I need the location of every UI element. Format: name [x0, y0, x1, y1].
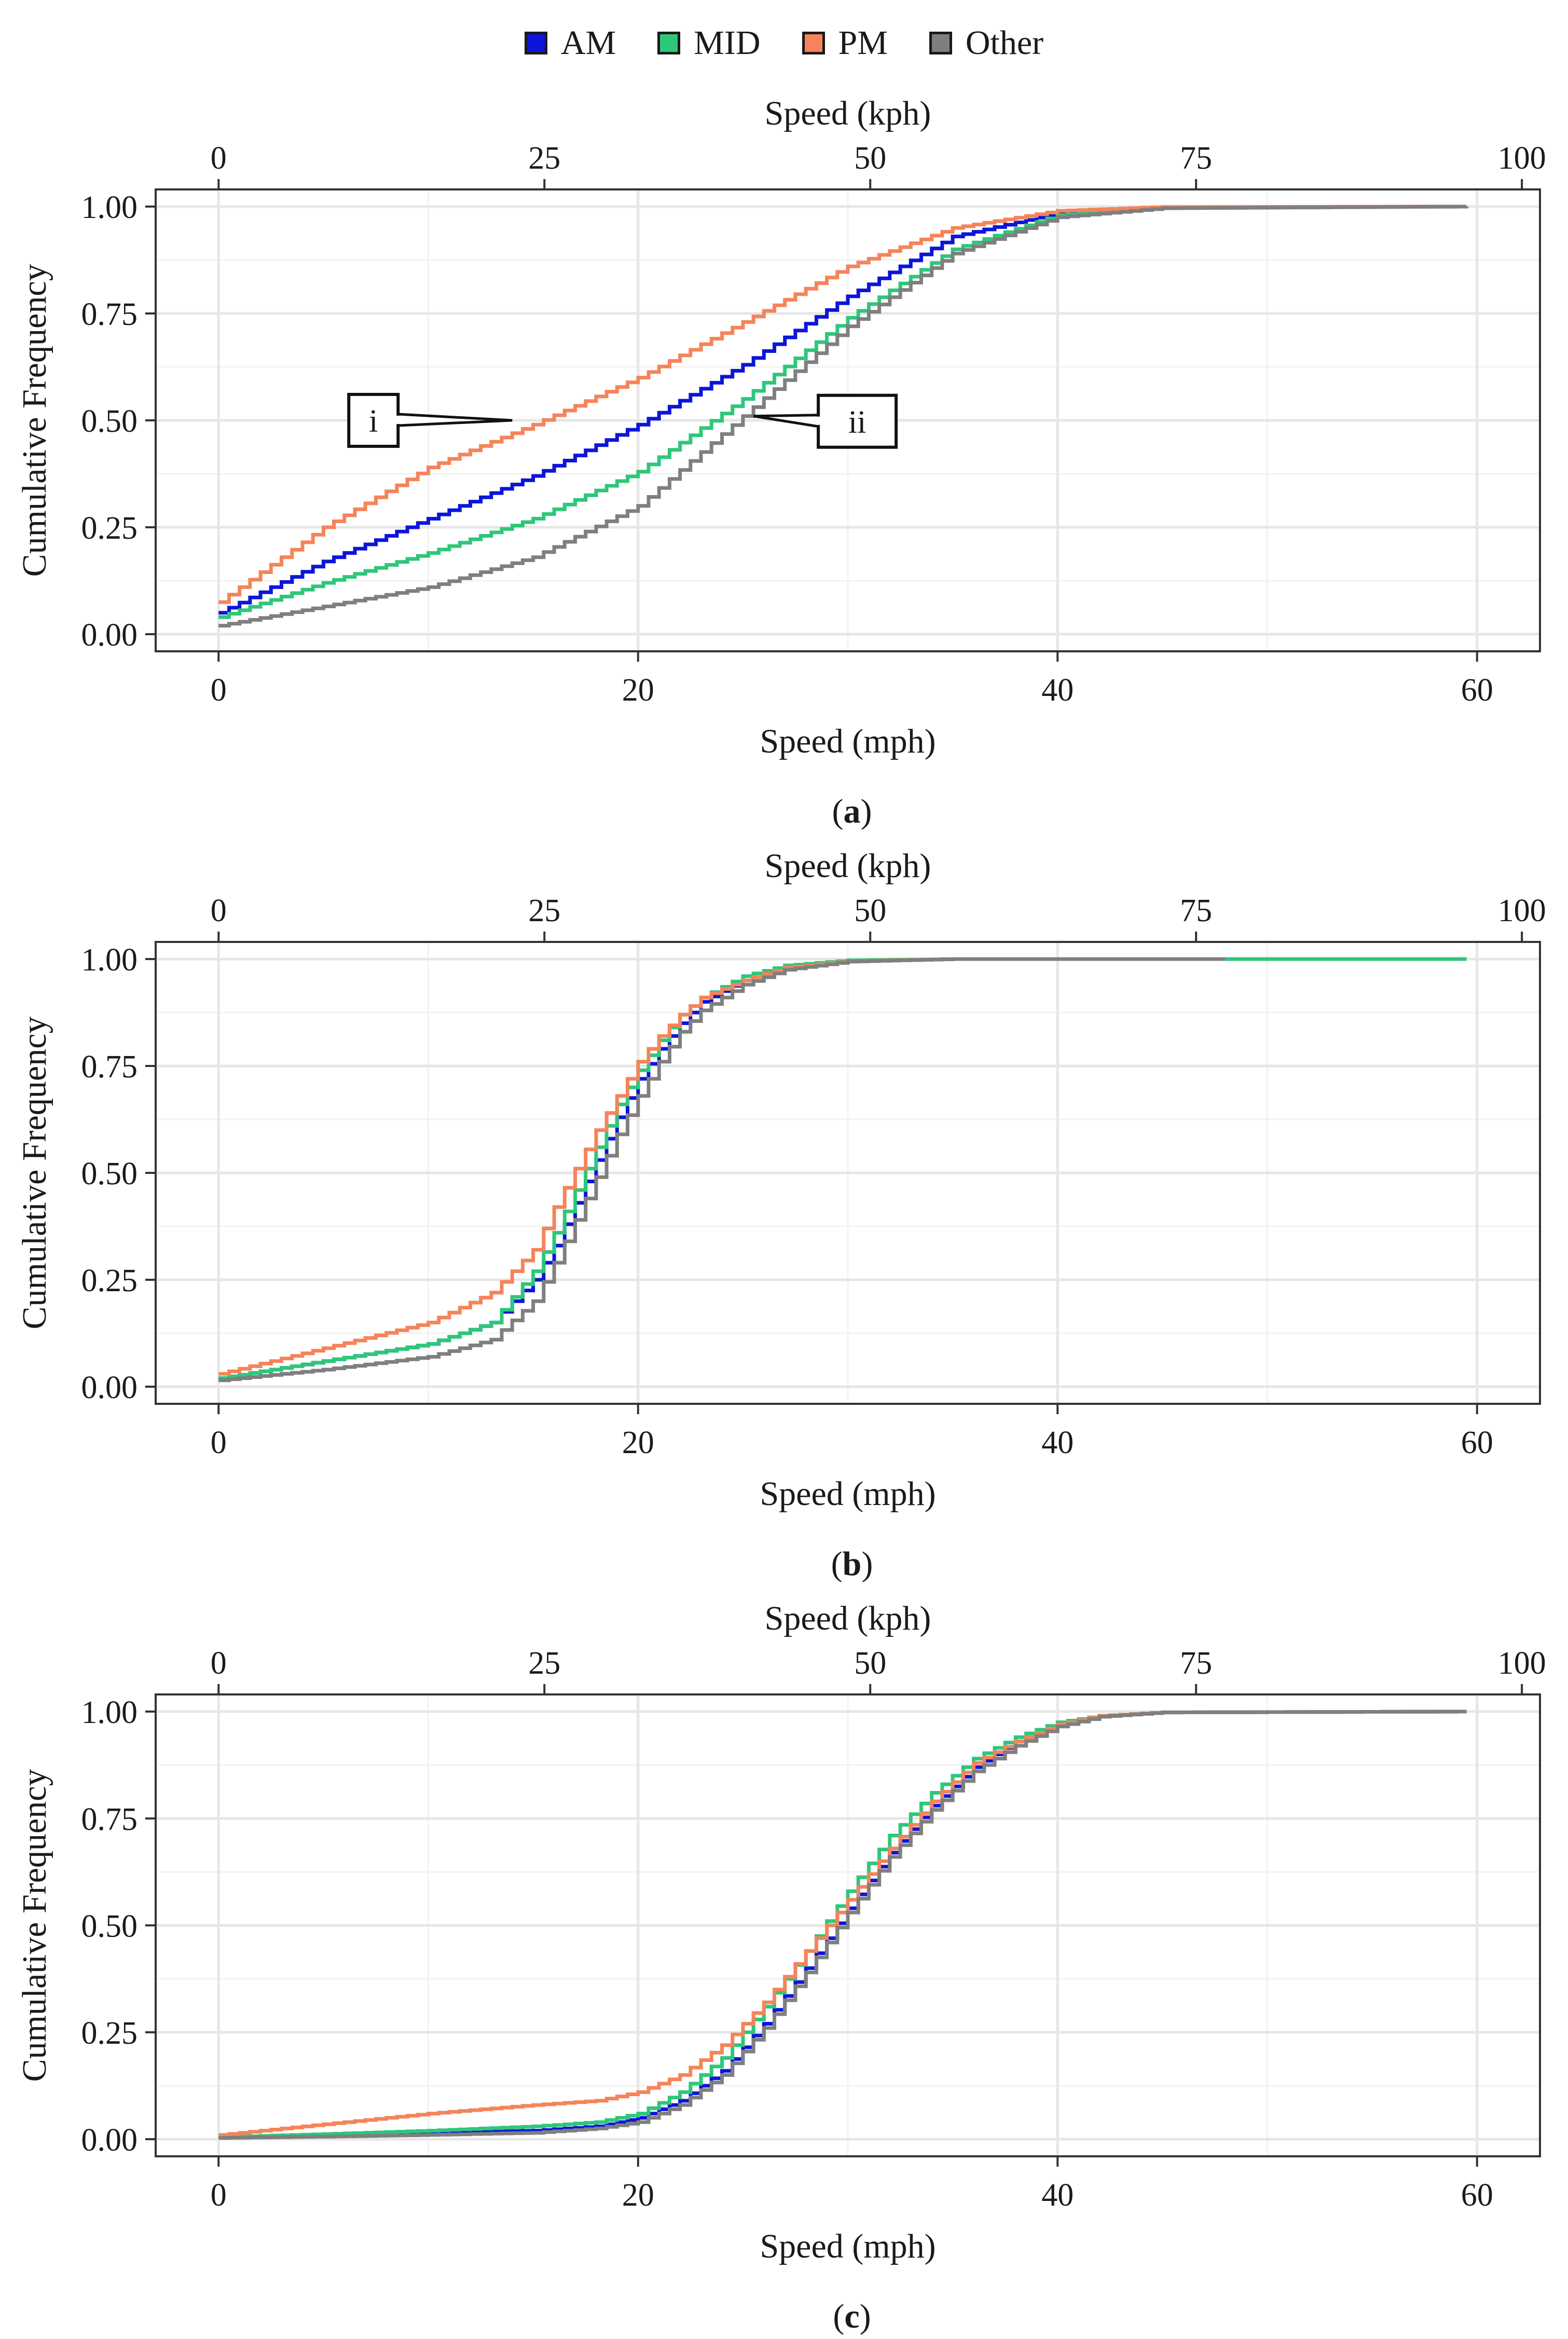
panel-caption: (c): [833, 2297, 871, 2335]
callout-label: ii: [848, 405, 866, 440]
chart-panel-c: 0 20 40 60 0.00 0.25 0.50 0.75 1.00 0 25 50 75 100 Spe…: [16, 1599, 1546, 2335]
x2-tick-label: 25: [528, 893, 560, 928]
legend-label-am: AM: [560, 24, 616, 62]
x2-tick-label: 75: [1180, 893, 1212, 928]
x2-tick-label: 100: [1498, 1646, 1546, 1681]
x-axis-title: Speed (mph): [760, 1475, 936, 1513]
legend-key-am: [524, 32, 547, 54]
x2-tick-label: 0: [211, 141, 227, 176]
caption-paren: ): [861, 792, 872, 830]
legend-label-mid: MID: [694, 24, 761, 62]
x-tick-label: 60: [1461, 1425, 1493, 1460]
y-axis-title: Cumulative Frequency: [16, 264, 53, 577]
legend-item-mid: MID: [657, 24, 761, 62]
y-tick-label: 0.50: [81, 404, 138, 439]
y-axis-title: Cumulative Frequency: [16, 1769, 53, 2082]
y-tick-label: 0.25: [81, 2016, 138, 2051]
legend-item-other: Other: [929, 26, 1043, 60]
x-tick-label: 40: [1041, 673, 1074, 708]
y-axis-title: Cumulative Frequency: [16, 1016, 53, 1329]
x-tick-label: 0: [211, 1425, 227, 1460]
y-tick-label: 1.00: [81, 1695, 138, 1730]
legend: AM MID PM Other: [0, 15, 1568, 72]
legend-label-pm: PM: [838, 24, 888, 62]
x-axis-title: Speed (mph): [760, 2227, 936, 2265]
legend-key-mid: [657, 32, 681, 54]
y-tick-label: 0.75: [81, 297, 138, 332]
callout-box: [347, 393, 400, 448]
caption-paren: (: [832, 792, 844, 830]
x-tick-label: 20: [622, 1425, 654, 1460]
x2-tick-label: 50: [854, 893, 886, 928]
x-tick-label: 60: [1461, 673, 1493, 708]
y-tick-label: 0.25: [81, 511, 138, 546]
x-axis-title: Speed (mph): [760, 722, 936, 760]
legend-key-other: [929, 32, 952, 54]
y-tick-label: 1.00: [81, 190, 138, 225]
caption-letter: c: [844, 2297, 859, 2335]
caption-letter: a: [844, 792, 861, 830]
x2-tick-label: 100: [1498, 141, 1546, 176]
y-tick-label: 0.75: [81, 1802, 138, 1837]
y-tick-label: 0.00: [81, 618, 138, 653]
series-line-other: [218, 957, 1226, 1383]
series-line-other: [218, 1709, 1467, 2140]
y-tick-label: 1.00: [81, 942, 138, 978]
y-tick-label: 0.50: [81, 1909, 138, 1944]
callout-box: [817, 393, 898, 449]
x-tick-label: 40: [1041, 2178, 1074, 2213]
caption-paren: ): [861, 1545, 873, 1583]
x-tick-label: 60: [1461, 2178, 1493, 2213]
x2-tick-label: 25: [528, 1646, 560, 1681]
x2-tick-label: 0: [211, 893, 227, 928]
x-tick-label: 20: [622, 673, 654, 708]
caption-letter: b: [843, 1545, 862, 1583]
y-tick-label: 0.00: [81, 1370, 138, 1405]
legend-item-pm: PM: [802, 26, 888, 60]
x-tick-label: 0: [211, 2178, 227, 2213]
x2-axis-title: Speed (kph): [765, 847, 931, 885]
x2-tick-label: 75: [1180, 1646, 1212, 1681]
y-tick-label: 0.50: [81, 1156, 138, 1192]
callout-label: i: [369, 404, 378, 439]
x2-tick-label: 50: [854, 1646, 886, 1681]
panel-caption: (a): [832, 792, 872, 830]
panel-caption: (b): [831, 1545, 873, 1583]
x2-tick-label: 25: [528, 141, 560, 176]
y-tick-label: 0.25: [81, 1263, 138, 1298]
legend-label-other: Other: [965, 24, 1044, 62]
x2-axis-title: Speed (kph): [765, 94, 931, 132]
x2-tick-label: 75: [1180, 141, 1212, 176]
x2-tick-label: 0: [211, 1646, 227, 1681]
x-tick-label: 20: [622, 2178, 654, 2213]
chart-panel-b: 0 20 40 60 0.00 0.25 0.50 0.75 1.00 0 25 50 75 100 Spe…: [16, 847, 1546, 1583]
x2-tick-label: 50: [854, 141, 886, 176]
x2-axis-title: Speed (kph): [765, 1599, 931, 1637]
caption-paren: ): [860, 2297, 871, 2335]
caption-paren: (: [831, 1545, 843, 1583]
x-tick-label: 40: [1041, 1425, 1074, 1460]
legend-key-pm: [802, 32, 825, 54]
caption-paren: (: [833, 2297, 844, 2335]
legend-item-am: AM: [524, 24, 616, 62]
chart-panel-a: 0 20 40 60 0.00 0.25 0.50 0.75 1.00 0 25 50 75 100 Spe…: [16, 94, 1546, 830]
x2-tick-label: 100: [1498, 893, 1546, 928]
y-tick-label: 0.75: [81, 1049, 138, 1085]
y-tick-label: 0.00: [81, 2123, 138, 2158]
x-tick-label: 0: [211, 673, 227, 708]
series-line-other: [218, 204, 1468, 628]
